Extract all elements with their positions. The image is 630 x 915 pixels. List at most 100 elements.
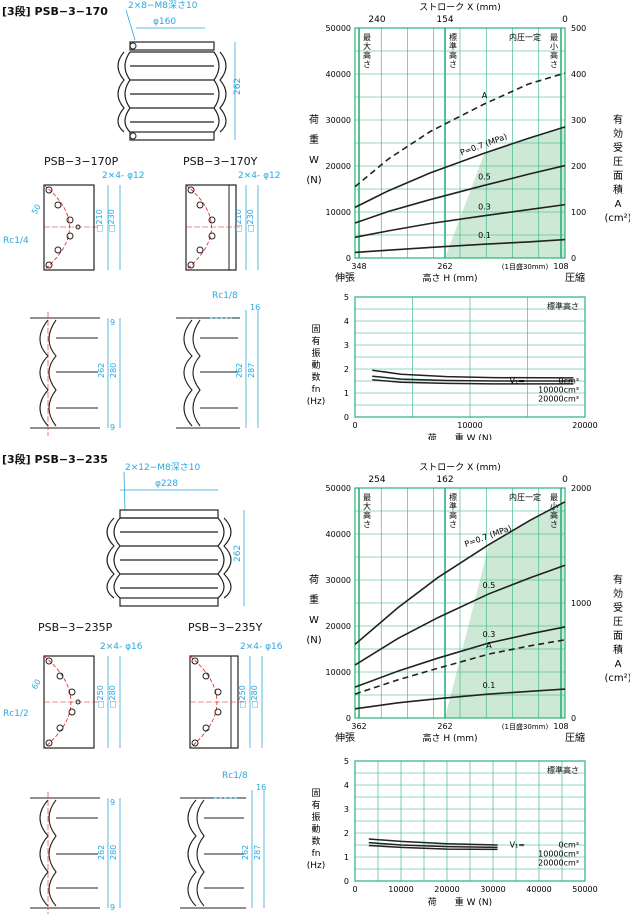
- std-height-label: 高: [449, 510, 457, 520]
- y2-axis-label: A: [615, 199, 622, 210]
- x-tick-label: 10000: [457, 421, 482, 430]
- x-tick-label: 50000: [572, 885, 597, 894]
- y-axis-label: fn: [312, 849, 321, 859]
- rc-p-label: Rc1/4: [3, 236, 29, 246]
- p-variant-side-view-2: [30, 797, 100, 909]
- y-axis-label: 有: [311, 335, 320, 347]
- std-height-label: 準: [449, 501, 457, 511]
- y-tick-label: 5: [344, 293, 349, 302]
- compression-label: 圧縮: [565, 731, 585, 744]
- series-label: 0.5: [478, 172, 491, 181]
- y-tick-label: 0: [346, 254, 351, 263]
- series-line: [354, 639, 566, 695]
- plot-frame: [354, 487, 566, 719]
- x-tick-label: 20000: [434, 885, 459, 894]
- series-line: [354, 126, 566, 209]
- series-label: 0.5: [483, 581, 496, 590]
- y-tick-label: 30000: [326, 116, 351, 125]
- y-variant-top-view-2: [189, 655, 246, 749]
- y2-axis-label: 有: [613, 573, 623, 586]
- y-tick-label: 30000: [326, 576, 351, 585]
- series-line: [354, 164, 566, 224]
- x-tick-label: 20000: [572, 421, 597, 430]
- stroke-axis-title: ストローク X (mm): [419, 2, 500, 13]
- x-tick-label: 262: [437, 722, 452, 731]
- sq210-label: □210: [95, 209, 104, 232]
- y-tick-label: 4: [344, 781, 349, 790]
- series-line: [372, 375, 574, 382]
- drawing-psb-3-170: 2×8−M8深さ10 φ160 262 2×4- φ12 Rc1/4: [3, 0, 281, 436]
- x-tick-label: 40000: [526, 885, 551, 894]
- y2-axis-label: A: [615, 659, 622, 670]
- y-hole-label-2: 2×4- φ16: [240, 642, 283, 652]
- operating-region: [445, 501, 565, 718]
- y-tick-label: 50000: [326, 484, 351, 493]
- d262-label: 262: [97, 363, 106, 378]
- d262-y-label: 262: [235, 363, 244, 378]
- min-height-label: 最: [550, 33, 558, 42]
- y-axis-label: 数: [311, 835, 320, 847]
- min-height-label: 高: [550, 510, 558, 520]
- vt-value: 0cm³: [559, 840, 580, 849]
- min-height-label: 小: [550, 42, 558, 51]
- vt-value: 20000cm³: [538, 858, 579, 867]
- y-axis-label: 動: [311, 824, 320, 835]
- min-height-label: 最: [550, 493, 558, 502]
- y-variant-title: PSB−3−170Y: [183, 155, 258, 168]
- x-tick-label: 362: [351, 722, 366, 731]
- frequency-chart-235: 0 1 2 3 4 5 0 10000 20000 30000 40000 50000 荷 重 W (N…: [307, 757, 598, 908]
- y-axis-label: W: [309, 155, 319, 166]
- y2-tick-label: 500: [571, 24, 586, 33]
- x-tick-label: 108: [553, 262, 568, 271]
- sq230-y-label: □230: [246, 209, 255, 232]
- bellows-front-view-2: [106, 509, 232, 607]
- std-height-label: 高: [449, 50, 457, 60]
- y-axis-label: 固: [311, 324, 320, 335]
- drawing-psb-3-235: 2×12−M8深さ10 φ228 262 2×4- φ16 Rc1/2 60 □…: [3, 462, 283, 914]
- stroke-tick: 0: [562, 15, 568, 25]
- y-axis-label: 振: [311, 347, 320, 359]
- max-height-label: さ: [363, 520, 371, 529]
- series-line: [354, 688, 566, 710]
- d262-label-2: 262: [97, 845, 106, 860]
- diameter-label-2: φ228: [155, 479, 178, 489]
- p-variant-title-2: PSB−3−235P: [38, 621, 113, 634]
- bolt-spec-label: 2×8−M8深さ10: [128, 0, 198, 11]
- y2-tick-label: 0: [571, 254, 576, 263]
- y2-axis-label: 有: [613, 113, 623, 126]
- sq250-label: □250: [96, 685, 105, 708]
- x-tick-label: 0: [352, 421, 357, 430]
- y2-tick-label: 100: [571, 208, 586, 217]
- y-axis-label: 荷: [309, 574, 319, 586]
- y-tick-label: 40000: [326, 70, 351, 79]
- std-height-label: 準: [449, 41, 457, 51]
- max-height-label: 大: [363, 501, 371, 511]
- x-tick-label: 348: [351, 262, 366, 271]
- rc-p-label-2: Rc1/2: [3, 709, 29, 719]
- y2-axis-label: 効: [613, 587, 623, 600]
- legend-title: 標準高さ: [547, 301, 579, 311]
- y-axis-label: (Hz): [307, 397, 326, 407]
- y-tick-label: 3: [344, 805, 349, 814]
- y2-axis-label: 受: [613, 602, 623, 614]
- min-height-label: さ: [550, 520, 558, 529]
- series-line: [372, 379, 574, 385]
- x-scale-note: (1目盛30mm): [502, 722, 549, 731]
- x-tick-label: 10000: [388, 885, 413, 894]
- stroke-tick: 162: [436, 475, 453, 485]
- compression-label: 圧縮: [565, 271, 585, 284]
- vt-label: V₁=: [510, 376, 525, 385]
- diameter-label: φ160: [153, 17, 176, 27]
- y-tick-label: 5: [344, 757, 349, 766]
- x-axis-label: 高さ H (mm): [422, 272, 477, 284]
- pcd-label-2: 60: [30, 678, 43, 691]
- y2-axis-label: 受: [613, 142, 623, 154]
- y2-tick-label: 400: [571, 70, 586, 79]
- sq280-y-label: □280: [250, 685, 259, 708]
- operating-region: [445, 126, 565, 259]
- y2-axis-label: (cm²): [604, 213, 630, 224]
- y2-tick-label: 1000: [571, 599, 591, 608]
- std-height-label: さ: [449, 60, 457, 69]
- plot-frame: [354, 296, 586, 418]
